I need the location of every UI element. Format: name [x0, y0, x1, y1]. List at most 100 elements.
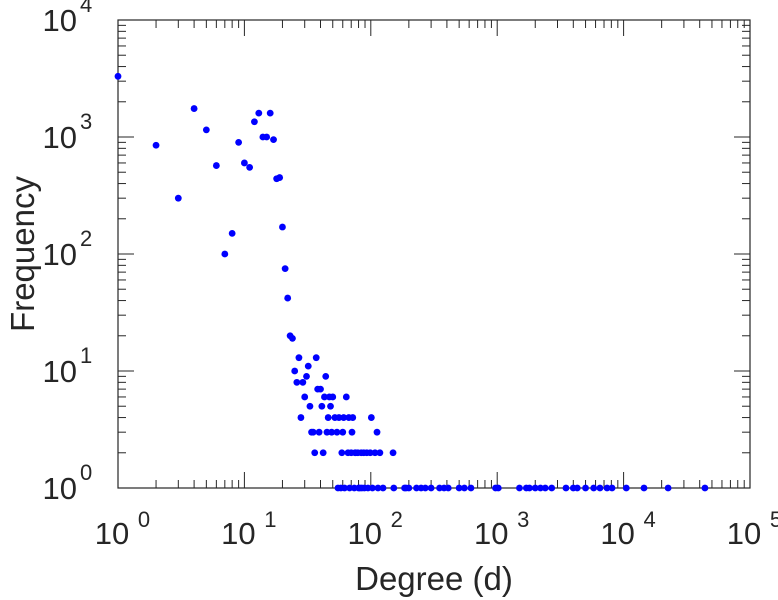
data-point	[306, 402, 314, 410]
data-point	[333, 428, 341, 436]
data-point	[311, 449, 319, 457]
data-point	[444, 484, 452, 492]
y-tick-label: 10	[43, 3, 77, 38]
y-tick-label: 10	[43, 471, 77, 506]
data-point	[246, 163, 254, 171]
data-point	[174, 194, 182, 202]
x-tick-exponent: 4	[643, 507, 655, 532]
data-point	[279, 223, 286, 231]
x-axis-label: Degree (d)	[355, 560, 513, 597]
data-point	[427, 484, 435, 492]
data-point	[340, 414, 348, 421]
data-point	[281, 265, 289, 273]
y-tick-label: 10	[43, 120, 77, 155]
data-point	[582, 484, 589, 492]
data-point	[212, 162, 220, 169]
y-tick-exponent: 0	[80, 460, 92, 485]
data-point	[263, 133, 271, 141]
data-point	[367, 414, 375, 421]
data-point	[516, 484, 523, 492]
x-tick-labels: 10 0 10 1 10 2 10 3 10 4 10 5	[95, 507, 778, 551]
data-point	[114, 72, 122, 80]
data-point	[327, 402, 334, 410]
data-point	[421, 484, 429, 492]
x-tick-label: 10	[348, 516, 382, 551]
data-point	[322, 372, 330, 380]
data-point	[664, 484, 672, 492]
data-point	[573, 484, 581, 492]
data-point	[190, 105, 198, 112]
data-point	[335, 414, 343, 421]
data-point	[324, 414, 332, 421]
data-point	[319, 449, 327, 457]
data-point	[299, 378, 307, 386]
data-point	[291, 367, 299, 375]
data-point	[622, 484, 630, 492]
data-point	[373, 428, 381, 436]
x-tick-label: 10	[221, 516, 255, 551]
data-point	[541, 484, 549, 492]
data-point	[369, 484, 376, 492]
data-point	[366, 449, 374, 457]
data-point	[289, 334, 296, 342]
data-point	[284, 294, 292, 302]
minor-ticks	[118, 20, 750, 488]
data-point	[202, 126, 210, 134]
x-tick-exponent: 3	[517, 507, 529, 532]
data-point	[312, 354, 320, 362]
data-point	[297, 414, 305, 421]
data-point	[349, 414, 357, 421]
data-point	[494, 484, 502, 492]
data-point	[389, 449, 397, 457]
data-point	[221, 250, 229, 258]
data-point	[374, 484, 382, 492]
y-tick-exponent: 3	[80, 109, 92, 134]
y-tick-exponent: 4	[80, 0, 92, 17]
data-point	[390, 484, 398, 492]
data-point	[339, 428, 347, 436]
data-point	[241, 159, 248, 167]
data-point	[276, 174, 284, 181]
data-point	[562, 484, 570, 492]
data-point	[301, 393, 309, 401]
data-point	[304, 362, 312, 370]
data-point	[328, 428, 336, 436]
data-point	[303, 372, 310, 380]
data-point	[293, 378, 301, 386]
data-point	[255, 109, 263, 117]
data-point	[342, 393, 350, 401]
x-tick-label: 10	[727, 516, 761, 551]
data-point	[228, 229, 236, 237]
x-tick-exponent: 2	[391, 507, 403, 532]
data-point	[270, 136, 277, 144]
data-point	[640, 484, 648, 492]
data-point	[235, 138, 243, 146]
data-point	[317, 385, 324, 393]
data-point	[590, 484, 598, 492]
data-point	[295, 354, 303, 362]
data-point	[341, 484, 348, 492]
data-point	[526, 484, 533, 492]
data-point	[548, 484, 556, 492]
data-point	[460, 484, 468, 492]
data-point	[371, 449, 379, 457]
data-point	[531, 484, 539, 492]
data-point	[537, 484, 544, 492]
data-point	[321, 393, 328, 401]
data-point	[455, 484, 463, 492]
data-point	[318, 402, 326, 410]
data-point	[152, 141, 160, 149]
data-point	[608, 484, 616, 492]
y-tick-label: 10	[43, 354, 77, 389]
data-point	[376, 449, 384, 457]
data-point	[701, 484, 709, 492]
data-point	[405, 484, 413, 492]
data-point	[596, 484, 604, 492]
data-point	[338, 449, 346, 457]
y-tick-label: 10	[43, 237, 77, 272]
x-tick-exponent: 1	[264, 507, 276, 532]
data-point	[315, 428, 323, 436]
x-tick-label: 10	[600, 516, 634, 551]
